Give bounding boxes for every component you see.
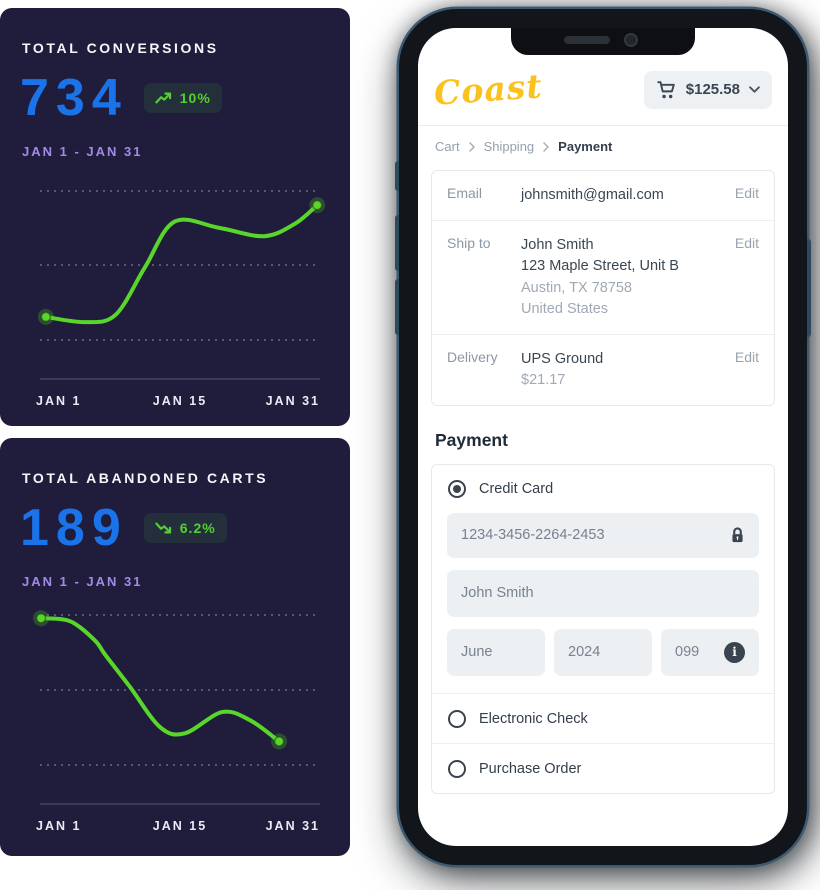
- stat-row: 189 6.2%: [20, 502, 350, 554]
- electronic-check-option[interactable]: Electronic Check: [432, 692, 774, 743]
- volume-down-button: [395, 279, 399, 335]
- chevron-right-icon: [468, 141, 475, 152]
- cvv-input[interactable]: 099 i: [661, 628, 759, 676]
- ship-to-name: John Smith: [521, 236, 594, 253]
- info-icon[interactable]: i: [724, 641, 745, 663]
- volume-up-button: [395, 215, 399, 271]
- cart-total: $125.58: [685, 81, 740, 98]
- edit-shipping-button[interactable]: Edit: [734, 234, 759, 251]
- ship-to-street: 123 Maple Street, Unit B: [521, 258, 679, 274]
- breadcrumb-payment[interactable]: Payment: [558, 139, 613, 154]
- abandoned-carts-value: 189: [20, 499, 128, 557]
- ship-to-row: Ship to John Smith 123 Maple Street, Uni…: [432, 219, 774, 334]
- conversions-value: 734: [20, 69, 128, 127]
- cardholder-name-input[interactable]: John Smith: [447, 569, 759, 617]
- total-abandoned-carts-card: TOTAL ABANDONED CARTS 189 6.2% JAN 1 - J…: [0, 438, 350, 856]
- expiry-cvv-row: June 2024 099 i: [447, 628, 759, 676]
- power-button: [807, 239, 811, 337]
- order-summary-card: Email johnsmith@gmail.com Edit Ship to J…: [431, 170, 775, 406]
- card-title: TOTAL ABANDONED CARTS: [22, 470, 269, 486]
- purchase-order-label: Purchase Order: [479, 760, 582, 777]
- brand-logo: Coast: [432, 66, 544, 113]
- electronic-check-label: Electronic Check: [479, 710, 588, 727]
- exp-month-value: June: [461, 644, 493, 660]
- cvv-value: 099: [675, 644, 700, 660]
- chevron-right-icon: [543, 141, 549, 152]
- delivery-row: Delivery UPS Ground $21.17 Edit: [432, 333, 774, 405]
- breadcrumb-cart[interactable]: Cart: [435, 139, 460, 154]
- exp-year-value: 2024: [568, 644, 601, 660]
- credit-card-option[interactable]: Credit Card: [432, 465, 774, 510]
- breadcrumb: Cart Shipping Payment: [418, 126, 788, 163]
- ship-to-country: United States: [521, 301, 609, 317]
- phone-mockup: Coast $125.58 Cart: [395, 9, 811, 865]
- trend-percent: 6.2%: [179, 520, 216, 536]
- email-row: Email johnsmith@gmail.com Edit: [432, 171, 774, 220]
- delivery-cost: $21.17: [521, 372, 566, 388]
- card-number-input[interactable]: 1234-3456-2264-2453: [447, 512, 759, 558]
- exp-month-input[interactable]: June: [447, 628, 545, 676]
- total-conversions-card: TOTAL CONVERSIONS 734 10% JAN 1 - JAN 31…: [0, 8, 350, 426]
- card-title: TOTAL CONVERSIONS: [22, 40, 219, 56]
- edit-email-button[interactable]: Edit: [734, 185, 759, 201]
- trend-badge: 6.2%: [143, 513, 227, 543]
- trend-percent: 10%: [179, 90, 211, 106]
- cardholder-name-value: John Smith: [461, 585, 534, 601]
- front-camera: [624, 33, 638, 47]
- ship-to-label: Ship to: [447, 234, 491, 251]
- lock-icon: [732, 527, 743, 543]
- conversions-line-chart: JAN 1 JAN 15 JAN 31: [36, 190, 326, 408]
- delivery-method: UPS Ground: [521, 350, 604, 367]
- stat-row: 734 10%: [20, 72, 350, 124]
- trend-down-icon: [155, 522, 171, 534]
- mute-switch: [395, 161, 399, 191]
- email-value: johnsmith@gmail.com: [521, 187, 664, 203]
- trend-badge: 10%: [143, 83, 222, 113]
- cart-button[interactable]: $125.58: [643, 70, 772, 109]
- svg-text:JAN 15: JAN 15: [153, 819, 207, 833]
- svg-text:JAN 1: JAN 1: [36, 394, 81, 408]
- edit-delivery-button[interactable]: Edit: [734, 348, 759, 365]
- svg-text:JAN 31: JAN 31: [266, 819, 320, 833]
- payment-heading: Payment: [435, 429, 508, 450]
- radio-unselected-icon[interactable]: [448, 709, 466, 728]
- trend-up-icon: [155, 92, 171, 104]
- svg-text:JAN 31: JAN 31: [266, 394, 320, 408]
- card-number-value: 1234-3456-2264-2453: [461, 527, 605, 543]
- svg-text:JAN 1: JAN 1: [36, 819, 81, 833]
- delivery-label: Delivery: [447, 348, 498, 365]
- speaker-grille: [564, 36, 610, 44]
- purchase-order-option[interactable]: Purchase Order: [432, 742, 774, 793]
- header-divider: [418, 125, 788, 126]
- breadcrumb-shipping[interactable]: Shipping: [483, 139, 535, 154]
- chevron-down-icon: [749, 86, 760, 93]
- credit-card-form: 1234-3456-2264-2453 John Smith: [432, 510, 774, 693]
- email-label: Email: [447, 185, 483, 201]
- payment-options-card: Credit Card 1234-3456-2264-2453 John Sm: [431, 463, 775, 794]
- abandoned-carts-line-chart: JAN 1 JAN 15 JAN 31: [33, 610, 320, 833]
- credit-card-label: Credit Card: [479, 480, 554, 497]
- phone-screen: Coast $125.58 Cart: [418, 28, 788, 846]
- date-range: JAN 1 - JAN 31: [22, 574, 143, 589]
- phone-notch: [511, 28, 695, 55]
- date-range: JAN 1 - JAN 31: [22, 144, 143, 159]
- ship-to-city: Austin, TX 78758: [521, 279, 632, 296]
- checkout-header: Coast $125.58: [418, 28, 788, 113]
- radio-unselected-icon[interactable]: [448, 759, 466, 778]
- exp-year-input[interactable]: 2024: [554, 628, 652, 676]
- cart-icon: [657, 80, 675, 98]
- radio-selected-icon[interactable]: [448, 479, 466, 498]
- svg-text:JAN 15: JAN 15: [153, 394, 207, 408]
